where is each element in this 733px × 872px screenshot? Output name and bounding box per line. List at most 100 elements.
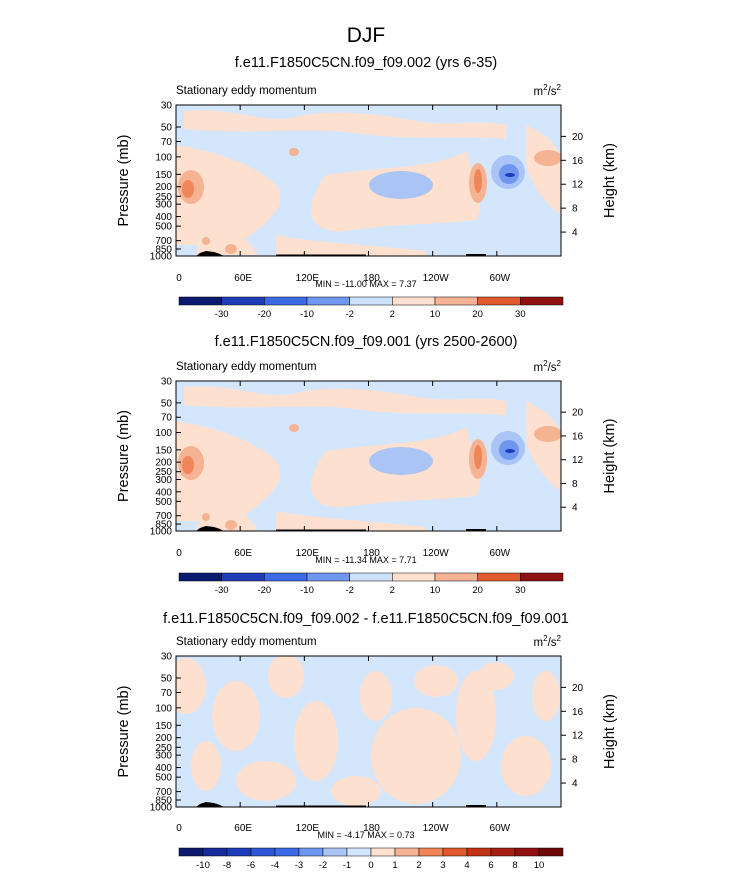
panel-units: m2/s2 bbox=[534, 359, 562, 374]
difference-blob-10 bbox=[236, 761, 296, 801]
y-tick-label: 70 bbox=[161, 688, 173, 699]
positive-jet-east-core bbox=[474, 169, 482, 193]
right-tick-label: 20 bbox=[572, 132, 584, 143]
colorbar-swatch bbox=[346, 847, 372, 857]
right-axis-title: Height (km) bbox=[602, 143, 618, 218]
y-tick-label: 100 bbox=[155, 703, 172, 714]
colorbar-swatch bbox=[264, 572, 308, 582]
positive-band-west bbox=[176, 145, 281, 245]
y-tick-label: 700 bbox=[155, 511, 172, 522]
positive-band-east bbox=[526, 401, 561, 491]
colorbar-swatch bbox=[466, 847, 492, 857]
colorbar-swatch bbox=[370, 847, 396, 857]
x-tick-label: 60W bbox=[490, 548, 511, 559]
difference-blob-9 bbox=[532, 671, 560, 721]
colorbar-swatch bbox=[274, 847, 300, 857]
colorbar-label: 2 bbox=[416, 860, 421, 871]
y-tick-label: 30 bbox=[161, 652, 173, 663]
positive-band-east bbox=[526, 125, 561, 215]
colorbar-label: 10 bbox=[430, 585, 441, 596]
y-tick-label: 400 bbox=[155, 487, 172, 498]
colorbar-label: 2 bbox=[390, 309, 395, 320]
right-tick-label: 4 bbox=[572, 228, 578, 239]
y-tick-label: 300 bbox=[155, 200, 172, 211]
colorbar-label: -10 bbox=[196, 860, 210, 871]
x-tick-label: 180 bbox=[363, 548, 380, 559]
terrain-americas bbox=[466, 254, 486, 256]
negative-core-central bbox=[369, 447, 433, 475]
difference-blob-1 bbox=[176, 658, 206, 714]
terrain-surface-line bbox=[276, 805, 366, 807]
difference-blob-7 bbox=[456, 671, 496, 761]
colorbar-swatch bbox=[394, 847, 420, 857]
colorbar-label: 2 bbox=[390, 585, 395, 596]
colorbar-swatch bbox=[434, 572, 478, 582]
y-tick-label: 850 bbox=[155, 520, 172, 531]
positive-band-surface bbox=[276, 235, 426, 256]
right-tick-label: 4 bbox=[572, 503, 578, 514]
colorbar-label: -3 bbox=[295, 860, 303, 871]
right-tick-label: 4 bbox=[572, 779, 578, 790]
y-tick-label: 150 bbox=[155, 170, 172, 181]
colorbar-swatch bbox=[477, 572, 521, 582]
y-axis-title: Pressure (mb) bbox=[116, 135, 132, 227]
positive-band-lower-west bbox=[196, 498, 258, 531]
positive-jet-east-core bbox=[474, 445, 482, 469]
y-tick-label: 50 bbox=[161, 122, 173, 133]
positive-band-lower-west bbox=[196, 222, 258, 255]
colorbar-swatch bbox=[442, 847, 468, 857]
colorbar-swatch bbox=[298, 847, 324, 857]
colorbar-label: 30 bbox=[515, 309, 526, 320]
contour-field bbox=[176, 105, 561, 256]
right-tick-label: 12 bbox=[572, 180, 584, 191]
x-tick-label: 120E bbox=[296, 273, 320, 284]
colorbar-swatch bbox=[178, 296, 222, 306]
y-tick-label: 70 bbox=[161, 413, 173, 424]
y-tick-label: 700 bbox=[155, 787, 172, 798]
terrain-africa bbox=[196, 526, 224, 531]
contour-field bbox=[176, 656, 561, 807]
terrain-africa bbox=[196, 802, 224, 807]
right-tick-label: 16 bbox=[572, 431, 584, 442]
positive-spot-surface bbox=[225, 244, 237, 254]
panel-units: m2/s2 bbox=[534, 634, 562, 649]
colorbar-swatch bbox=[520, 572, 564, 582]
y-tick-label: 500 bbox=[155, 222, 172, 233]
y-tick-label: 500 bbox=[155, 773, 172, 784]
y-tick-label: 850 bbox=[155, 245, 172, 256]
colorbar-swatch bbox=[322, 847, 348, 857]
y-tick-label: 150 bbox=[155, 721, 172, 732]
y-tick-label: 30 bbox=[161, 101, 173, 112]
positive-jet-west-core bbox=[182, 456, 194, 474]
terrain-americas bbox=[466, 529, 486, 531]
terrain-africa bbox=[196, 251, 224, 256]
y-tick-label: 100 bbox=[155, 428, 172, 439]
y-tick-label: 1000 bbox=[150, 527, 173, 538]
y-tick-label: 250 bbox=[155, 743, 172, 754]
x-tick-label: 120E bbox=[296, 548, 320, 559]
right-tick-label: 20 bbox=[572, 683, 584, 694]
y-tick-label: 150 bbox=[155, 445, 172, 456]
x-tick-label: 60E bbox=[234, 823, 252, 834]
panel-3: f.e11.F1850C5CN.f09_f09.002 - f.e11.F185… bbox=[116, 611, 618, 871]
contour-field bbox=[176, 381, 561, 531]
page-title: DJF bbox=[347, 24, 386, 47]
y-axis-title: Pressure (mb) bbox=[116, 686, 132, 778]
right-axis-title: Height (km) bbox=[602, 694, 618, 769]
y-tick-label: 200 bbox=[155, 182, 172, 193]
colorbar-label: 20 bbox=[472, 309, 483, 320]
negative-core-east-peak bbox=[505, 449, 515, 453]
right-tick-label: 8 bbox=[572, 479, 578, 490]
panel-left-label: Stationary eddy momentum bbox=[176, 636, 317, 648]
colorbar-swatch bbox=[221, 572, 265, 582]
positive-band-upper bbox=[184, 110, 506, 139]
x-tick-label: 0 bbox=[176, 548, 182, 559]
x-tick-label: 180 bbox=[363, 273, 380, 284]
colorbar-label: -20 bbox=[257, 585, 271, 596]
colorbar-label: -30 bbox=[215, 585, 229, 596]
panel-title: f.e11.F1850C5CN.f09_f09.002 (yrs 6-35) bbox=[235, 55, 498, 71]
x-tick-label: 0 bbox=[176, 273, 182, 284]
panel-2: f.e11.F1850C5CN.f09_f09.001 (yrs 2500-26… bbox=[116, 334, 618, 596]
panel-1: f.e11.F1850C5CN.f09_f09.002 (yrs 6-35) St… bbox=[116, 55, 618, 320]
colorbar-label: -4 bbox=[271, 860, 279, 871]
